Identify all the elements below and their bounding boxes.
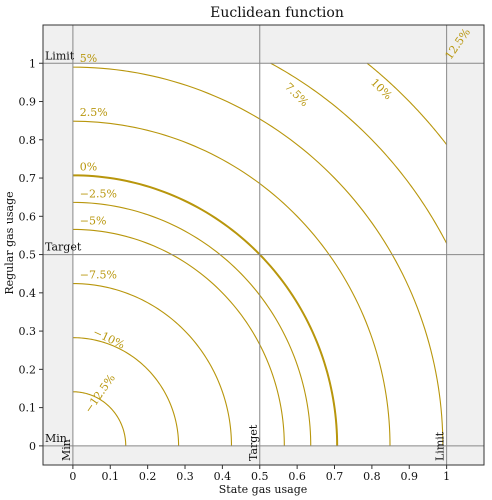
contour-label-7: 5% (80, 52, 97, 65)
y-tick-label-3: 0.3 (19, 325, 37, 338)
contour-line-4 (72, 201, 312, 446)
x-tick-label-0: 0 (69, 470, 76, 483)
y-tick-label-1: 0.1 (19, 402, 37, 415)
x-tick-label-2: 0.2 (139, 470, 157, 483)
ref-label-x-0: Min (60, 439, 73, 461)
contour-line-6 (72, 120, 391, 446)
contour-line-1 (72, 337, 180, 446)
shade-bottom (43, 445, 484, 465)
x-tick-label-9: 0.9 (401, 470, 419, 483)
x-tick-label-10: 1 (443, 470, 450, 483)
contour-label-1: −10% (91, 326, 127, 352)
reference-lines (43, 25, 484, 465)
contour-line-9 (366, 62, 448, 145)
y-tick-label-0: 0 (29, 440, 36, 453)
contour-line-8 (270, 62, 448, 244)
x-tick-label-6: 0.6 (288, 470, 306, 483)
y-tick-label-9: 0.9 (19, 96, 37, 109)
contour-line-7 (72, 66, 444, 446)
x-tick-label-7: 0.7 (326, 470, 344, 483)
y-tick-label-2: 0.2 (19, 363, 37, 376)
x-axis-label: State gas usage (219, 483, 308, 496)
y-tick-label-10: 1 (29, 57, 36, 70)
y-axis-label: Regular gas usage (3, 191, 16, 294)
contour-line-3 (72, 228, 285, 446)
contour-label-2: −7.5% (80, 269, 117, 282)
contour-labels: −12.5%−10%−7.5%−5%−2.5%0%2.5%5%7.5% 10%12… (80, 26, 473, 416)
contour-label-4: −2.5% (80, 187, 117, 200)
out-of-range-shading (43, 25, 484, 465)
shade-right (446, 25, 484, 465)
contour-label-6: 2.5% (80, 106, 108, 119)
y-tick-label-4: 0.4 (19, 287, 37, 300)
x-tick-label-4: 0.4 (214, 470, 232, 483)
y-tick-label-5: 0.5 (19, 249, 37, 262)
axis-ticks: 0 0.1 0.2 0.3 0.4 0.5 0.6 0.7 0.8 0.9 1 0 0.1 0.2 0.3 0… (19, 57, 451, 483)
reference-labels: Min Target Limit Min Target Limit (45, 49, 447, 461)
contour-line-0 (72, 391, 127, 446)
contour-label-9: 10% (368, 76, 394, 102)
ref-label-y-1: Target (45, 241, 82, 254)
ref-label-y-2: Limit (45, 49, 75, 62)
y-tick-label-8: 0.8 (19, 134, 37, 147)
contour-label-5: 0% (80, 160, 97, 173)
ref-label-y-0: Min (45, 432, 67, 445)
ref-label-x-2: Limit (434, 431, 447, 461)
x-tick-label-8: 0.8 (363, 470, 381, 483)
shade-top (43, 25, 484, 64)
x-tick-label-5: 0.5 (251, 470, 269, 483)
contour-line-2 (72, 282, 233, 446)
contour-line-5 (72, 174, 339, 446)
chart-title: Euclidean function (210, 5, 344, 21)
x-tick-label-1: 0.1 (102, 470, 120, 483)
y-tick-label-6: 0.6 (19, 210, 37, 223)
x-tick-label-3: 0.3 (176, 470, 194, 483)
y-tick-label-7: 0.7 (19, 172, 37, 185)
ref-label-x-1: Target (247, 424, 260, 461)
contour-label-3: −5% (80, 214, 107, 227)
shade-left (43, 25, 73, 465)
plot-frame (42, 24, 485, 466)
